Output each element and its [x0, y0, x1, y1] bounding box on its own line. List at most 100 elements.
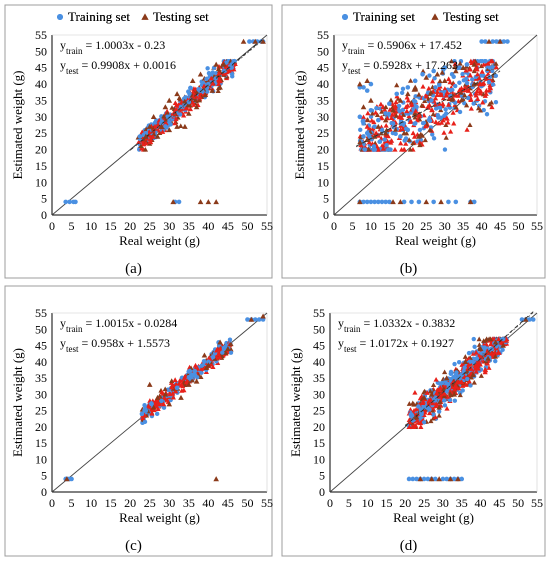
training-point: [142, 419, 148, 425]
testing-point: [217, 84, 223, 90]
training-point: [442, 147, 448, 152]
training-point: [453, 83, 458, 89]
training-point: [375, 199, 381, 205]
testing-point: [483, 341, 490, 347]
testing-point: [205, 199, 212, 205]
x-tick-label: 35: [456, 496, 468, 510]
eq-test-rhs: = 0.958x + 1.5573: [79, 336, 171, 350]
y-tick-label: 55: [35, 28, 47, 42]
x-tick-label: 15: [383, 219, 395, 233]
testing-point: [382, 117, 389, 123]
testing-point: [410, 140, 416, 146]
testing-point: [379, 109, 385, 114]
testing-point: [453, 382, 459, 388]
testing-point: [146, 381, 153, 387]
testing-point: [475, 360, 481, 365]
training-point: [221, 346, 227, 352]
x-tick-label: 10: [85, 219, 97, 233]
testing-point: [435, 387, 441, 393]
x-tick-label: 45: [494, 219, 506, 233]
training-point: [443, 111, 449, 116]
testing-point: [458, 86, 464, 92]
eq-y: y: [60, 316, 66, 330]
testing-point: [392, 103, 399, 109]
testing-point: [460, 64, 466, 70]
testing-point: [448, 129, 454, 134]
testing-point: [448, 58, 455, 64]
testing-point: [477, 80, 483, 85]
training-point: [421, 476, 427, 482]
testing-point: [176, 381, 182, 386]
testing-point: [451, 391, 457, 397]
x-tick-label: 0: [331, 219, 337, 233]
testing-point: [443, 135, 449, 140]
training-point: [452, 398, 458, 403]
training-point: [493, 99, 499, 105]
testing-point: [385, 138, 391, 144]
training-point: [478, 58, 483, 64]
testing-point: [421, 394, 427, 400]
testing-point: [452, 61, 458, 67]
y-tick-label: 5: [323, 192, 329, 206]
training-point: [461, 78, 467, 83]
testing-point: [437, 91, 444, 97]
training-point: [364, 130, 370, 136]
training-point: [357, 114, 363, 120]
legend-testing-marker: [431, 13, 439, 20]
testing-point: [240, 38, 247, 44]
panel-label: (a): [125, 261, 142, 277]
x-tick-label: 0: [327, 496, 333, 510]
testing-point: [467, 199, 474, 205]
testing-point: [486, 38, 492, 44]
training-point: [519, 317, 525, 322]
training-point: [493, 358, 498, 364]
testing-point: [174, 91, 180, 97]
testing-point: [447, 79, 453, 85]
testing-point: [221, 61, 227, 67]
training-point: [200, 80, 206, 86]
testing-point: [217, 339, 223, 345]
testing-point: [161, 113, 167, 119]
testing-point: [436, 85, 442, 91]
training-point: [457, 109, 463, 115]
training-point: [181, 96, 187, 101]
test-equation: ytest = 0.958x + 1.5573: [60, 336, 170, 354]
testing-point: [405, 97, 411, 103]
legend-training-marker: [342, 14, 348, 20]
testing-point: [382, 106, 388, 112]
testing-point: [406, 401, 412, 406]
y-axis-title: Estimated weight (g): [10, 70, 25, 179]
training-point: [462, 101, 467, 106]
testing-point: [138, 143, 144, 149]
testing-point: [430, 415, 436, 421]
testing-point: [390, 107, 396, 113]
testing-point: [186, 381, 192, 387]
testing-point: [430, 111, 436, 117]
training-point: [143, 130, 149, 136]
testing-point: [385, 133, 391, 139]
testing-point: [412, 84, 418, 90]
x-tick-label: 0: [49, 496, 55, 510]
training-point: [442, 403, 448, 408]
testing-point: [466, 362, 472, 367]
testing-point: [375, 146, 381, 152]
eq-train-rhs: = 1.0003x - 0.23: [83, 38, 166, 52]
panel-2: Training set Testing set00551010151520202…: [281, 4, 546, 279]
testing-point: [397, 97, 404, 103]
testing-point: [416, 133, 422, 139]
training-point: [405, 127, 411, 133]
testing-point: [403, 104, 409, 109]
testing-point: [423, 199, 430, 205]
testing-point: [489, 104, 495, 110]
training-point: [471, 199, 477, 205]
testing-point: [466, 378, 472, 384]
training-point: [252, 317, 258, 322]
y-tick-label: 35: [313, 371, 325, 385]
x-tick-label: 20: [399, 496, 411, 510]
training-point: [411, 98, 417, 104]
testing-point: [394, 82, 400, 88]
testing-point: [462, 354, 468, 359]
testing-point: [427, 127, 433, 133]
testing-point: [453, 104, 459, 110]
testing-point: [468, 97, 474, 103]
